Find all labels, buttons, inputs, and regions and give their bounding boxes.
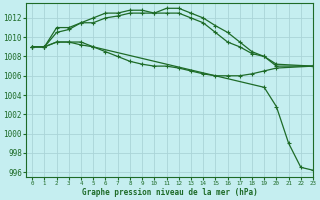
X-axis label: Graphe pression niveau de la mer (hPa): Graphe pression niveau de la mer (hPa) <box>82 188 258 197</box>
